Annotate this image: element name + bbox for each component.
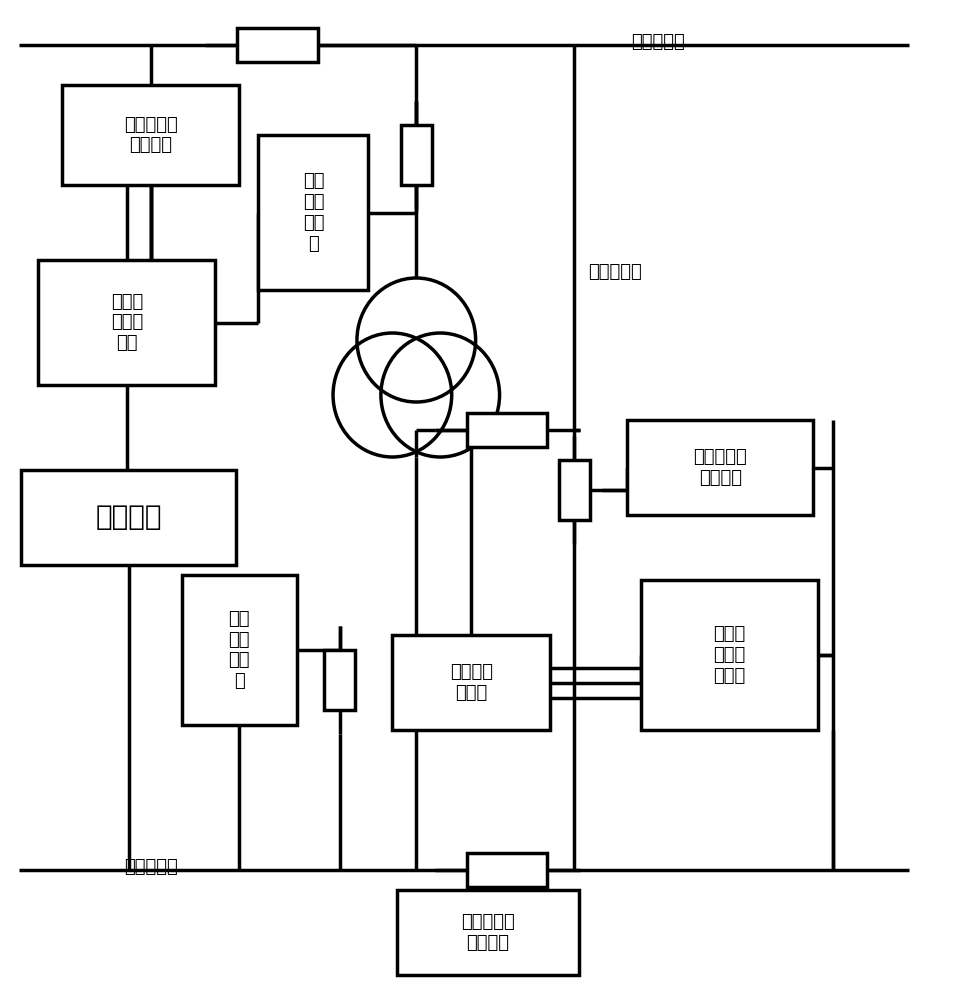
FancyBboxPatch shape: [467, 413, 547, 447]
FancyBboxPatch shape: [62, 85, 239, 185]
Text: 中压侧母联
智能终端: 中压侧母联 智能终端: [461, 913, 515, 952]
FancyBboxPatch shape: [38, 260, 215, 385]
Text: 中压
侧智
能终
端: 中压 侧智 能终 端: [229, 610, 250, 690]
FancyBboxPatch shape: [559, 460, 590, 520]
Text: 低压侧智
能终端: 低压侧智 能终端: [450, 663, 493, 702]
Text: 中压侧母线: 中压侧母线: [124, 858, 178, 876]
FancyBboxPatch shape: [641, 580, 818, 730]
Text: 高压
侧智
能终
端: 高压 侧智 能终 端: [302, 172, 324, 253]
Text: 低压侧母线: 低压侧母线: [589, 263, 642, 281]
FancyBboxPatch shape: [21, 470, 236, 565]
Text: 高压侧母联
智能终端: 高压侧母联 智能终端: [123, 116, 178, 154]
FancyBboxPatch shape: [627, 420, 813, 515]
FancyBboxPatch shape: [237, 28, 318, 62]
FancyBboxPatch shape: [324, 650, 355, 710]
FancyBboxPatch shape: [467, 853, 547, 887]
FancyBboxPatch shape: [392, 635, 550, 730]
FancyBboxPatch shape: [401, 125, 432, 185]
Text: 低压侧母联
智能终端: 低压侧母联 智能终端: [693, 448, 747, 487]
Text: 主变中
低压侧
交换机: 主变中 低压侧 交换机: [714, 625, 746, 685]
FancyBboxPatch shape: [182, 575, 297, 725]
Text: 高压侧母线: 高压侧母线: [632, 33, 685, 51]
Text: 主变保护: 主变保护: [96, 504, 162, 532]
FancyBboxPatch shape: [258, 135, 368, 290]
FancyBboxPatch shape: [397, 890, 579, 975]
Text: 主变高
压侧交
换机: 主变高 压侧交 换机: [111, 293, 143, 352]
